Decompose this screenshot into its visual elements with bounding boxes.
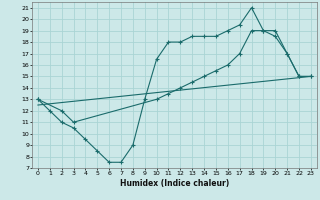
X-axis label: Humidex (Indice chaleur): Humidex (Indice chaleur) (120, 179, 229, 188)
